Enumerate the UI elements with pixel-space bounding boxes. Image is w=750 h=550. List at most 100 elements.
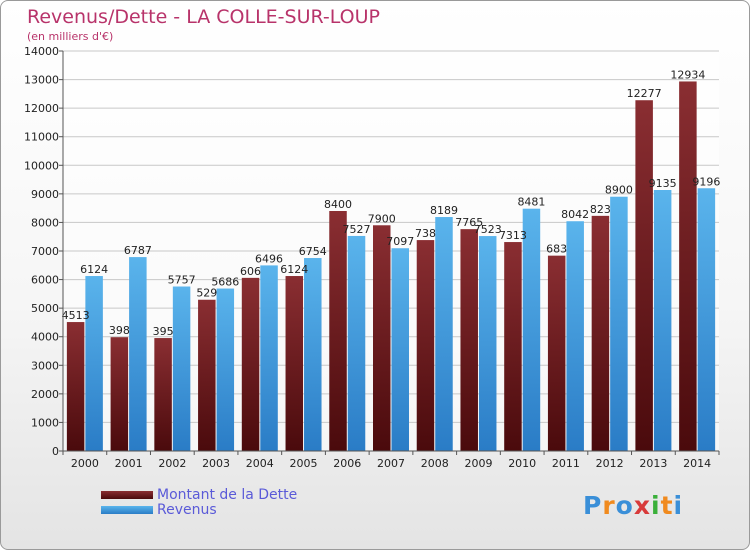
x-tick-label: 2002 bbox=[158, 457, 186, 470]
bar-revenus bbox=[129, 257, 147, 451]
y-tick-label: 1000 bbox=[31, 416, 59, 429]
x-tick-label: 2006 bbox=[333, 457, 361, 470]
bar-dette bbox=[373, 225, 391, 451]
data-label-revenus: 8900 bbox=[605, 184, 633, 197]
logo-letter: P bbox=[583, 491, 603, 520]
x-tick-label: 2014 bbox=[683, 457, 711, 470]
bar-dette bbox=[66, 322, 85, 451]
x-tick-label: 2007 bbox=[377, 457, 405, 470]
bar-dette bbox=[285, 276, 304, 451]
bar-revenus bbox=[435, 217, 453, 451]
data-label-dette: 4513 bbox=[62, 309, 90, 322]
logo-letter: i bbox=[673, 491, 684, 520]
data-label-revenus: 6787 bbox=[124, 244, 152, 257]
bar-revenus bbox=[566, 221, 584, 451]
y-tick-label: 4000 bbox=[31, 331, 59, 344]
bar-revenus bbox=[304, 258, 322, 451]
x-tick-label: 2005 bbox=[290, 457, 318, 470]
data-label-dette: 7313 bbox=[499, 229, 527, 242]
y-tick-label: 5000 bbox=[31, 302, 59, 315]
data-label-dette: 398 bbox=[109, 324, 130, 337]
data-label-revenus: 6124 bbox=[80, 263, 108, 276]
bar-revenus bbox=[522, 208, 541, 451]
legend-swatch-dette bbox=[101, 490, 153, 499]
y-tick-label: 14000 bbox=[24, 45, 59, 58]
data-label-dette: 7765 bbox=[455, 216, 483, 229]
data-label-revenus: 5757 bbox=[168, 274, 196, 287]
chart-title: Revenus/Dette - LA COLLE-SUR-LOUP bbox=[27, 6, 380, 28]
x-tick-label: 2010 bbox=[508, 457, 536, 470]
y-tick-label: 10000 bbox=[24, 159, 59, 172]
legend-label-dette: Montant de la Dette bbox=[157, 486, 298, 503]
legend-swatch-revenus bbox=[101, 505, 153, 514]
x-tick-label: 2000 bbox=[71, 457, 99, 470]
logo-letter: o bbox=[615, 491, 634, 520]
data-label-dette: 823 bbox=[590, 203, 611, 216]
data-label-revenus: 7527 bbox=[343, 223, 371, 236]
data-label-dette: 6124 bbox=[280, 263, 308, 276]
bar-revenus bbox=[697, 188, 716, 451]
data-label-dette: 7900 bbox=[368, 212, 396, 225]
y-tick-label: 12000 bbox=[24, 102, 59, 115]
bar-revenus bbox=[391, 248, 409, 451]
bar-revenus bbox=[172, 286, 191, 451]
x-tick-label: 2011 bbox=[552, 457, 580, 470]
y-tick-label: 11000 bbox=[24, 131, 59, 144]
bar-revenus bbox=[85, 276, 103, 451]
x-tick-label: 2013 bbox=[639, 457, 667, 470]
data-label-dette: 395 bbox=[153, 325, 174, 338]
data-label-revenus: 8481 bbox=[517, 196, 545, 209]
bar-dette bbox=[198, 299, 216, 451]
y-tick-label: 8000 bbox=[31, 216, 59, 229]
y-tick-label: 9000 bbox=[31, 188, 59, 201]
data-label-dette: 738 bbox=[415, 227, 436, 240]
bar-dette bbox=[329, 211, 347, 451]
bar-revenus bbox=[347, 235, 366, 451]
data-label-dette: 12277 bbox=[627, 87, 662, 100]
logo-letter: i bbox=[651, 491, 661, 520]
bar-revenus bbox=[216, 288, 235, 451]
x-tick-label: 2004 bbox=[246, 457, 274, 470]
legend: Montant de la Dette Revenus bbox=[101, 486, 298, 518]
data-label-revenus: 7523 bbox=[474, 223, 502, 236]
x-tick-label: 2001 bbox=[115, 457, 143, 470]
y-tick-label: 7000 bbox=[31, 245, 59, 258]
data-label-revenus: 8189 bbox=[430, 204, 458, 217]
logo-letter: r bbox=[602, 491, 616, 520]
bar-dette bbox=[547, 255, 566, 451]
bar-revenus bbox=[478, 236, 497, 451]
y-tick-label: 3000 bbox=[31, 359, 59, 372]
data-label-dette: 12934 bbox=[670, 68, 705, 81]
bar-dette bbox=[416, 240, 435, 451]
data-label-revenus: 6496 bbox=[255, 252, 283, 265]
data-label-revenus: 5686 bbox=[211, 276, 239, 289]
data-label-dette: 8400 bbox=[324, 198, 352, 211]
bar-revenus bbox=[653, 190, 672, 451]
y-tick-label: 13000 bbox=[24, 74, 59, 87]
y-tick-label: 6000 bbox=[31, 274, 59, 287]
x-tick-label: 2008 bbox=[421, 457, 449, 470]
data-label-dette: 529 bbox=[196, 287, 217, 300]
bar-dette bbox=[154, 338, 172, 451]
legend-label-revenus: Revenus bbox=[157, 501, 217, 518]
data-label-revenus: 8042 bbox=[561, 208, 589, 221]
bar-dette bbox=[110, 337, 129, 451]
y-tick-label: 0 bbox=[52, 445, 59, 458]
bar-revenus bbox=[610, 196, 628, 451]
logo-letter: t bbox=[660, 491, 674, 520]
x-tick-label: 2009 bbox=[464, 457, 492, 470]
data-label-revenus: 9196 bbox=[692, 175, 720, 188]
bar-dette bbox=[504, 242, 522, 451]
proxiti-logo: Proxiti bbox=[583, 491, 683, 520]
bar-dette bbox=[635, 100, 653, 451]
data-label-revenus: 9135 bbox=[649, 177, 677, 190]
data-label-revenus: 7097 bbox=[386, 235, 414, 248]
bar-revenus bbox=[260, 265, 278, 451]
logo-letter: x bbox=[633, 491, 651, 520]
legend-item-dette: Montant de la Dette bbox=[101, 486, 298, 503]
bar-dette bbox=[241, 277, 260, 451]
chart-subtitle: (en milliers d'€) bbox=[27, 30, 114, 43]
data-label-dette: 606 bbox=[240, 265, 261, 278]
